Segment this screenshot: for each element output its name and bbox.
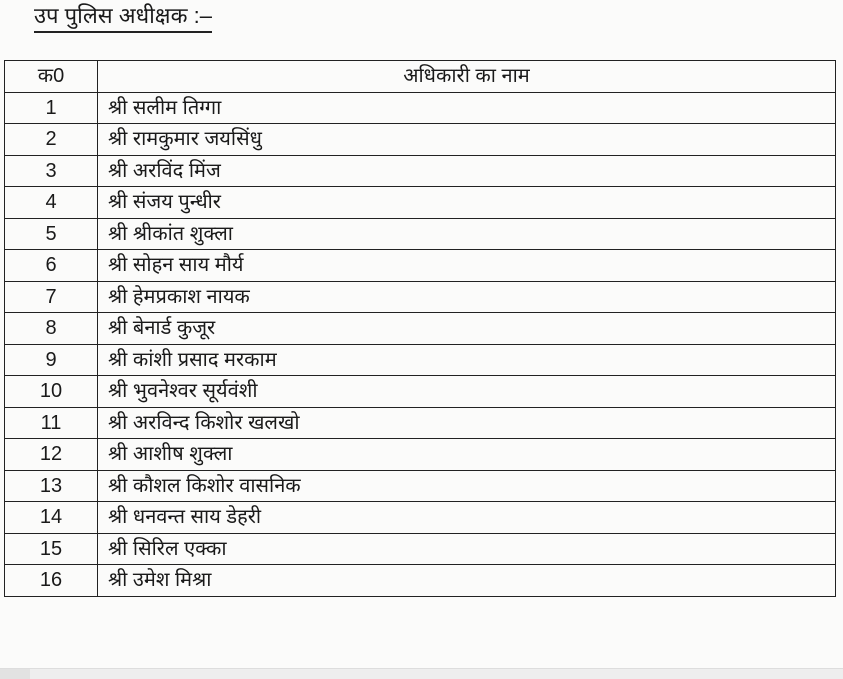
table-row: 16 श्री उमेश मिश्रा — [4, 564, 836, 597]
officer-name-cell: श्री कौशल किशोर वासनिक — [97, 469, 836, 502]
header-serial-number: क0 — [4, 60, 98, 93]
table-row: 15 श्री सिरिल एक्का — [4, 532, 836, 565]
serial-number-cell: 8 — [4, 312, 98, 345]
officer-name-cell: श्री बेनार्ड कुजूर — [97, 312, 836, 345]
table-row: 14 श्री धनवन्त साय डेहरी — [4, 501, 836, 534]
table-header-row: क0 अधिकारी का नाम — [4, 60, 836, 93]
officer-name-cell: श्री सलीम तिग्गा — [97, 91, 836, 124]
officer-name-cell: श्री रामकुमार जयसिंधु — [97, 123, 836, 156]
serial-number-cell: 1 — [4, 91, 98, 124]
bottom-bar — [0, 668, 843, 679]
officer-name-cell: श्री अरविंद मिंज — [97, 154, 836, 187]
serial-number-cell: 7 — [4, 280, 98, 313]
serial-number-cell: 13 — [4, 469, 98, 502]
officers-table: क0 अधिकारी का नाम 1 श्री सलीम तिग्गा 2 श्री… — [4, 60, 836, 597]
officer-name-cell: श्री भुवनेश्वर सूर्यवंशी — [97, 375, 836, 408]
document-title: उप पुलिस अधीक्षक :– — [34, 2, 212, 33]
table-row: 12 श्री आशीष शुक्ला — [4, 438, 836, 471]
serial-number-cell: 12 — [4, 438, 98, 471]
serial-number-cell: 15 — [4, 532, 98, 565]
table-row: 7 श्री हेमप्रकाश नायक — [4, 280, 836, 313]
serial-number-cell: 6 — [4, 249, 98, 282]
serial-number-cell: 4 — [4, 186, 98, 219]
officer-name-cell: श्री सोहन साय मौर्य — [97, 249, 836, 282]
table-row: 13 श्री कौशल किशोर वासनिक — [4, 469, 836, 502]
officer-name-cell: श्री कांशी प्रसाद मरकाम — [97, 343, 836, 376]
table-row: 8 श्री बेनार्ड कुजूर — [4, 312, 836, 345]
header-officer-name: अधिकारी का नाम — [97, 60, 836, 93]
officer-name-cell: श्री सिरिल एक्का — [97, 532, 836, 565]
serial-number-cell: 16 — [4, 564, 98, 597]
table-row: 1 श्री सलीम तिग्गा — [4, 91, 836, 124]
serial-number-cell: 11 — [4, 406, 98, 439]
officer-name-cell: श्री श्रीकांत शुक्ला — [97, 217, 836, 250]
serial-number-cell: 9 — [4, 343, 98, 376]
officer-name-cell: श्री संजय पुन्धीर — [97, 186, 836, 219]
table-row: 9 श्री कांशी प्रसाद मरकाम — [4, 343, 836, 376]
bottom-bar-segment — [0, 669, 30, 679]
table-row: 3 श्री अरविंद मिंज — [4, 154, 836, 187]
serial-number-cell: 2 — [4, 123, 98, 156]
officer-name-cell: श्री धनवन्त साय डेहरी — [97, 501, 836, 534]
table-row: 2 श्री रामकुमार जयसिंधु — [4, 123, 836, 156]
table-row: 4 श्री संजय पुन्धीर — [4, 186, 836, 219]
serial-number-cell: 10 — [4, 375, 98, 408]
officer-name-cell: श्री आशीष शुक्ला — [97, 438, 836, 471]
serial-number-cell: 5 — [4, 217, 98, 250]
table-row: 10 श्री भुवनेश्वर सूर्यवंशी — [4, 375, 836, 408]
table-row: 11 श्री अरविन्द किशोर खलखो — [4, 406, 836, 439]
serial-number-cell: 14 — [4, 501, 98, 534]
table-row: 5 श्री श्रीकांत शुक्ला — [4, 217, 836, 250]
officer-name-cell: श्री उमेश मिश्रा — [97, 564, 836, 597]
table-row: 6 श्री सोहन साय मौर्य — [4, 249, 836, 282]
officer-name-cell: श्री हेमप्रकाश नायक — [97, 280, 836, 313]
serial-number-cell: 3 — [4, 154, 98, 187]
officer-name-cell: श्री अरविन्द किशोर खलखो — [97, 406, 836, 439]
table-body: 1 श्री सलीम तिग्गा 2 श्री रामकुमार जयसिंधु 3… — [4, 91, 836, 597]
